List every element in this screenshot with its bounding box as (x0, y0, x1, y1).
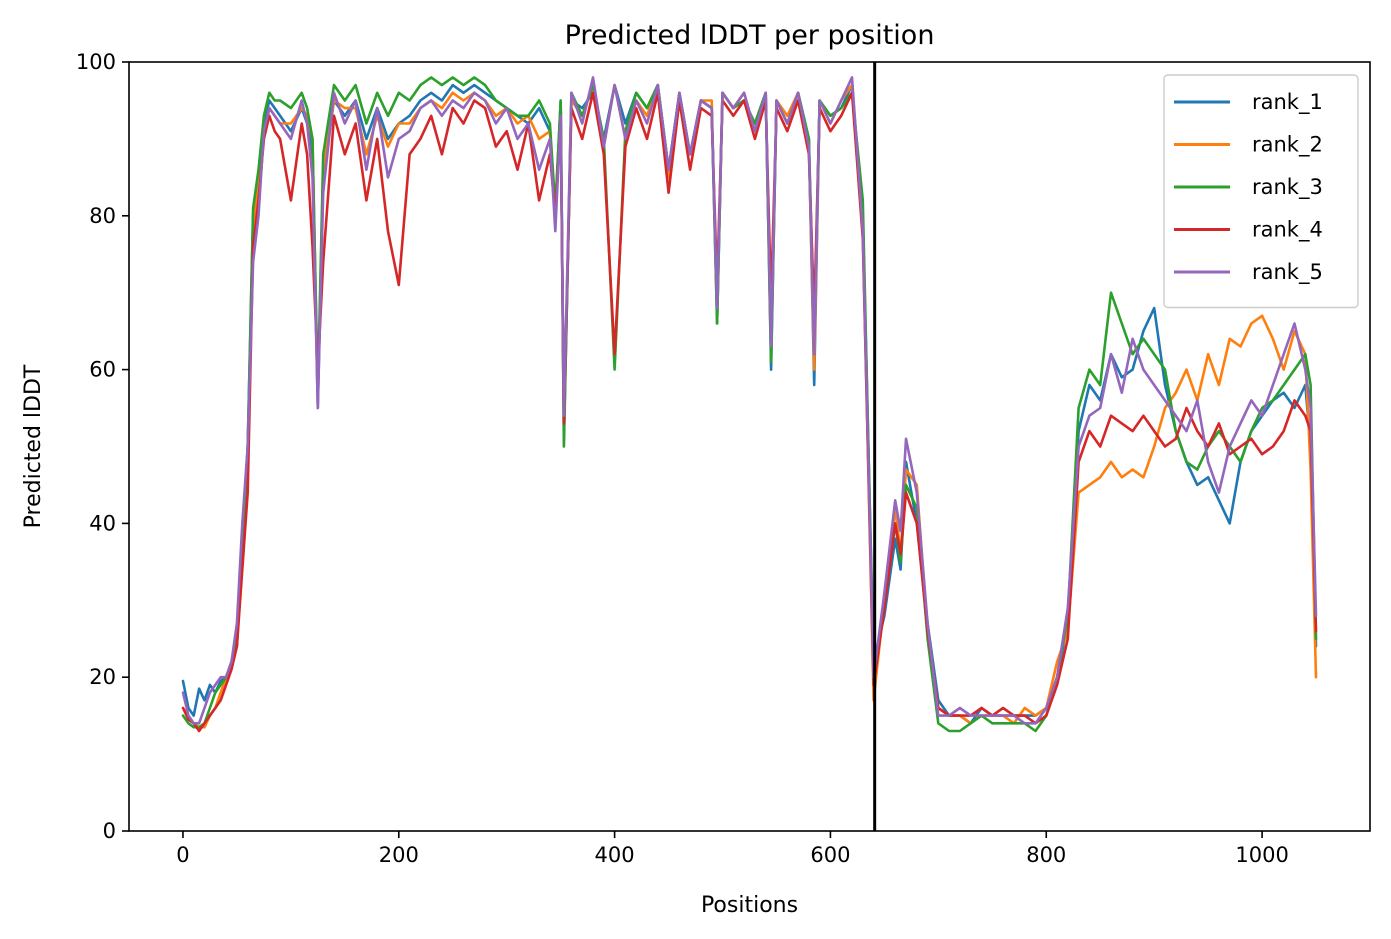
y-tick-label: 60 (89, 358, 116, 382)
legend-box (1163, 74, 1359, 309)
x-tick-label: 600 (810, 843, 850, 867)
series-line-rank_5 (181, 76, 1318, 725)
legend-label-rank_2: rank_2 (1252, 133, 1323, 158)
series-layer (181, 76, 1318, 733)
y-axis-title: Predicted lDDT (21, 364, 46, 528)
y-tick-label: 40 (89, 511, 116, 535)
x-axis-title: Positions (701, 893, 798, 918)
chart-title: Predicted lDDT per position (565, 20, 935, 51)
legend-label-rank_4: rank_4 (1252, 218, 1323, 243)
y-axis: 0 20 40 60 80 100 (76, 50, 129, 843)
legend-label-rank_3: rank_3 (1252, 175, 1323, 200)
y-tick-label: 0 (103, 819, 116, 843)
series-line-rank_4 (181, 91, 1318, 733)
x-tick-label: 200 (379, 843, 419, 867)
legend-label-rank_1: rank_1 (1252, 90, 1323, 115)
plot-frame (128, 61, 1371, 832)
legend-label-rank_5: rank_5 (1252, 260, 1323, 285)
x-tick-label: 800 (1026, 843, 1066, 867)
y-tick-label: 100 (76, 50, 116, 74)
x-tick-label: 400 (595, 843, 635, 867)
legend: rank_1 rank_2 rank_3 rank_4 rank_5 (1163, 74, 1359, 309)
x-tick-label: 0 (176, 843, 189, 867)
x-axis: 0 200 400 600 800 1000 (176, 831, 1289, 867)
y-tick-label: 80 (89, 204, 116, 228)
x-tick-label: 1000 (1235, 843, 1288, 867)
y-tick-label: 20 (89, 665, 116, 689)
